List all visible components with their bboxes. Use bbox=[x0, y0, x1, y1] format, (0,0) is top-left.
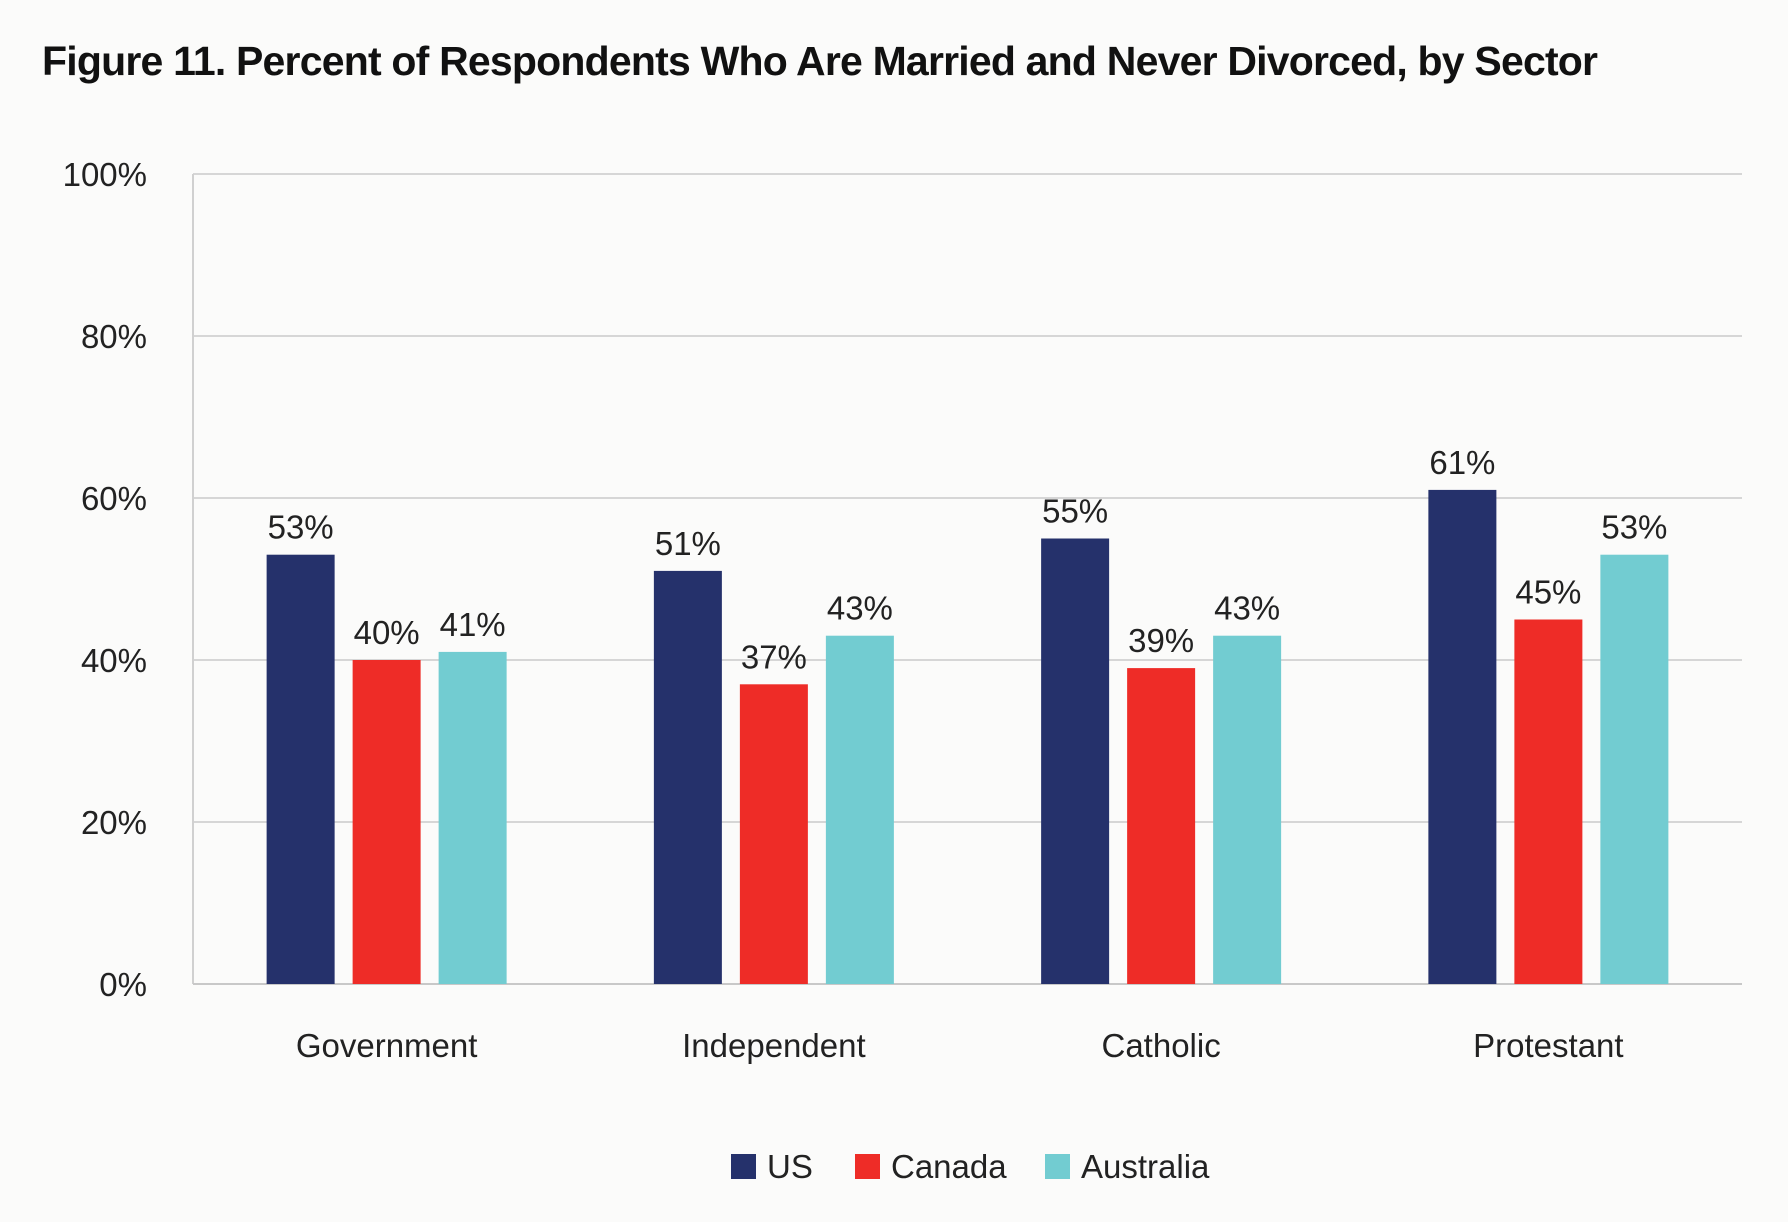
data-label: 53% bbox=[1601, 509, 1667, 546]
bar-canada-independent bbox=[739, 684, 808, 984]
bar-australia-government bbox=[438, 651, 507, 984]
legend-label-us: US bbox=[767, 1148, 813, 1185]
x-category-label: Independent bbox=[682, 1027, 866, 1064]
gridlines bbox=[193, 173, 1742, 823]
data-label: 37% bbox=[741, 638, 807, 675]
bar-canada-government bbox=[352, 660, 421, 984]
axes bbox=[192, 174, 1742, 985]
data-label: 45% bbox=[1515, 574, 1581, 611]
legend-swatch-us bbox=[731, 1154, 756, 1179]
chart-title: Figure 11. Percent of Respondents Who Ar… bbox=[42, 38, 1598, 84]
y-tick-label: 40% bbox=[81, 642, 147, 679]
bars bbox=[266, 489, 1669, 984]
legend-swatch-canada bbox=[855, 1154, 880, 1179]
bar-us-independent bbox=[653, 570, 722, 984]
data-label: 43% bbox=[1214, 590, 1280, 627]
x-category-label: Protestant bbox=[1473, 1027, 1623, 1064]
y-tick-label: 60% bbox=[81, 480, 147, 517]
bar-australia-independent bbox=[825, 635, 894, 984]
y-tick-label: 80% bbox=[81, 318, 147, 355]
data-label: 53% bbox=[268, 509, 334, 546]
legend: US Canada Australia bbox=[731, 1148, 1210, 1185]
y-tick-label: 100% bbox=[63, 156, 147, 193]
data-label: 51% bbox=[655, 525, 721, 562]
data-label: 61% bbox=[1429, 444, 1495, 481]
y-tick-label: 0% bbox=[99, 966, 147, 1003]
x-category-label: Catholic bbox=[1102, 1027, 1221, 1064]
x-category-label: Government bbox=[296, 1027, 478, 1064]
bar-canada-protestant bbox=[1514, 619, 1583, 984]
legend-label-australia: Australia bbox=[1081, 1148, 1210, 1185]
data-label: 41% bbox=[440, 606, 506, 643]
bar-canada-catholic bbox=[1127, 668, 1196, 984]
bar-us-government bbox=[266, 554, 335, 984]
legend-label-canada: Canada bbox=[891, 1148, 1007, 1185]
x-axis-categories: Government Independent Catholic Protestant bbox=[296, 1027, 1624, 1064]
bar-australia-catholic bbox=[1213, 635, 1282, 984]
data-label: 55% bbox=[1042, 493, 1108, 530]
bar-australia-protestant bbox=[1600, 554, 1669, 984]
bar-us-catholic bbox=[1041, 538, 1110, 984]
data-label: 40% bbox=[354, 614, 420, 651]
y-axis-ticks: 0% 20% 40% 60% 80% 100% bbox=[63, 156, 147, 1003]
data-label: 39% bbox=[1128, 622, 1194, 659]
data-label: 43% bbox=[827, 590, 893, 627]
data-labels: 53% 40% 41% 51% 37% 43% 55% 39% 43% 61% 45% 53% bbox=[268, 444, 1668, 675]
bar-us-protestant bbox=[1428, 489, 1497, 984]
legend-swatch-australia bbox=[1045, 1154, 1070, 1179]
y-tick-label: 20% bbox=[81, 804, 147, 841]
